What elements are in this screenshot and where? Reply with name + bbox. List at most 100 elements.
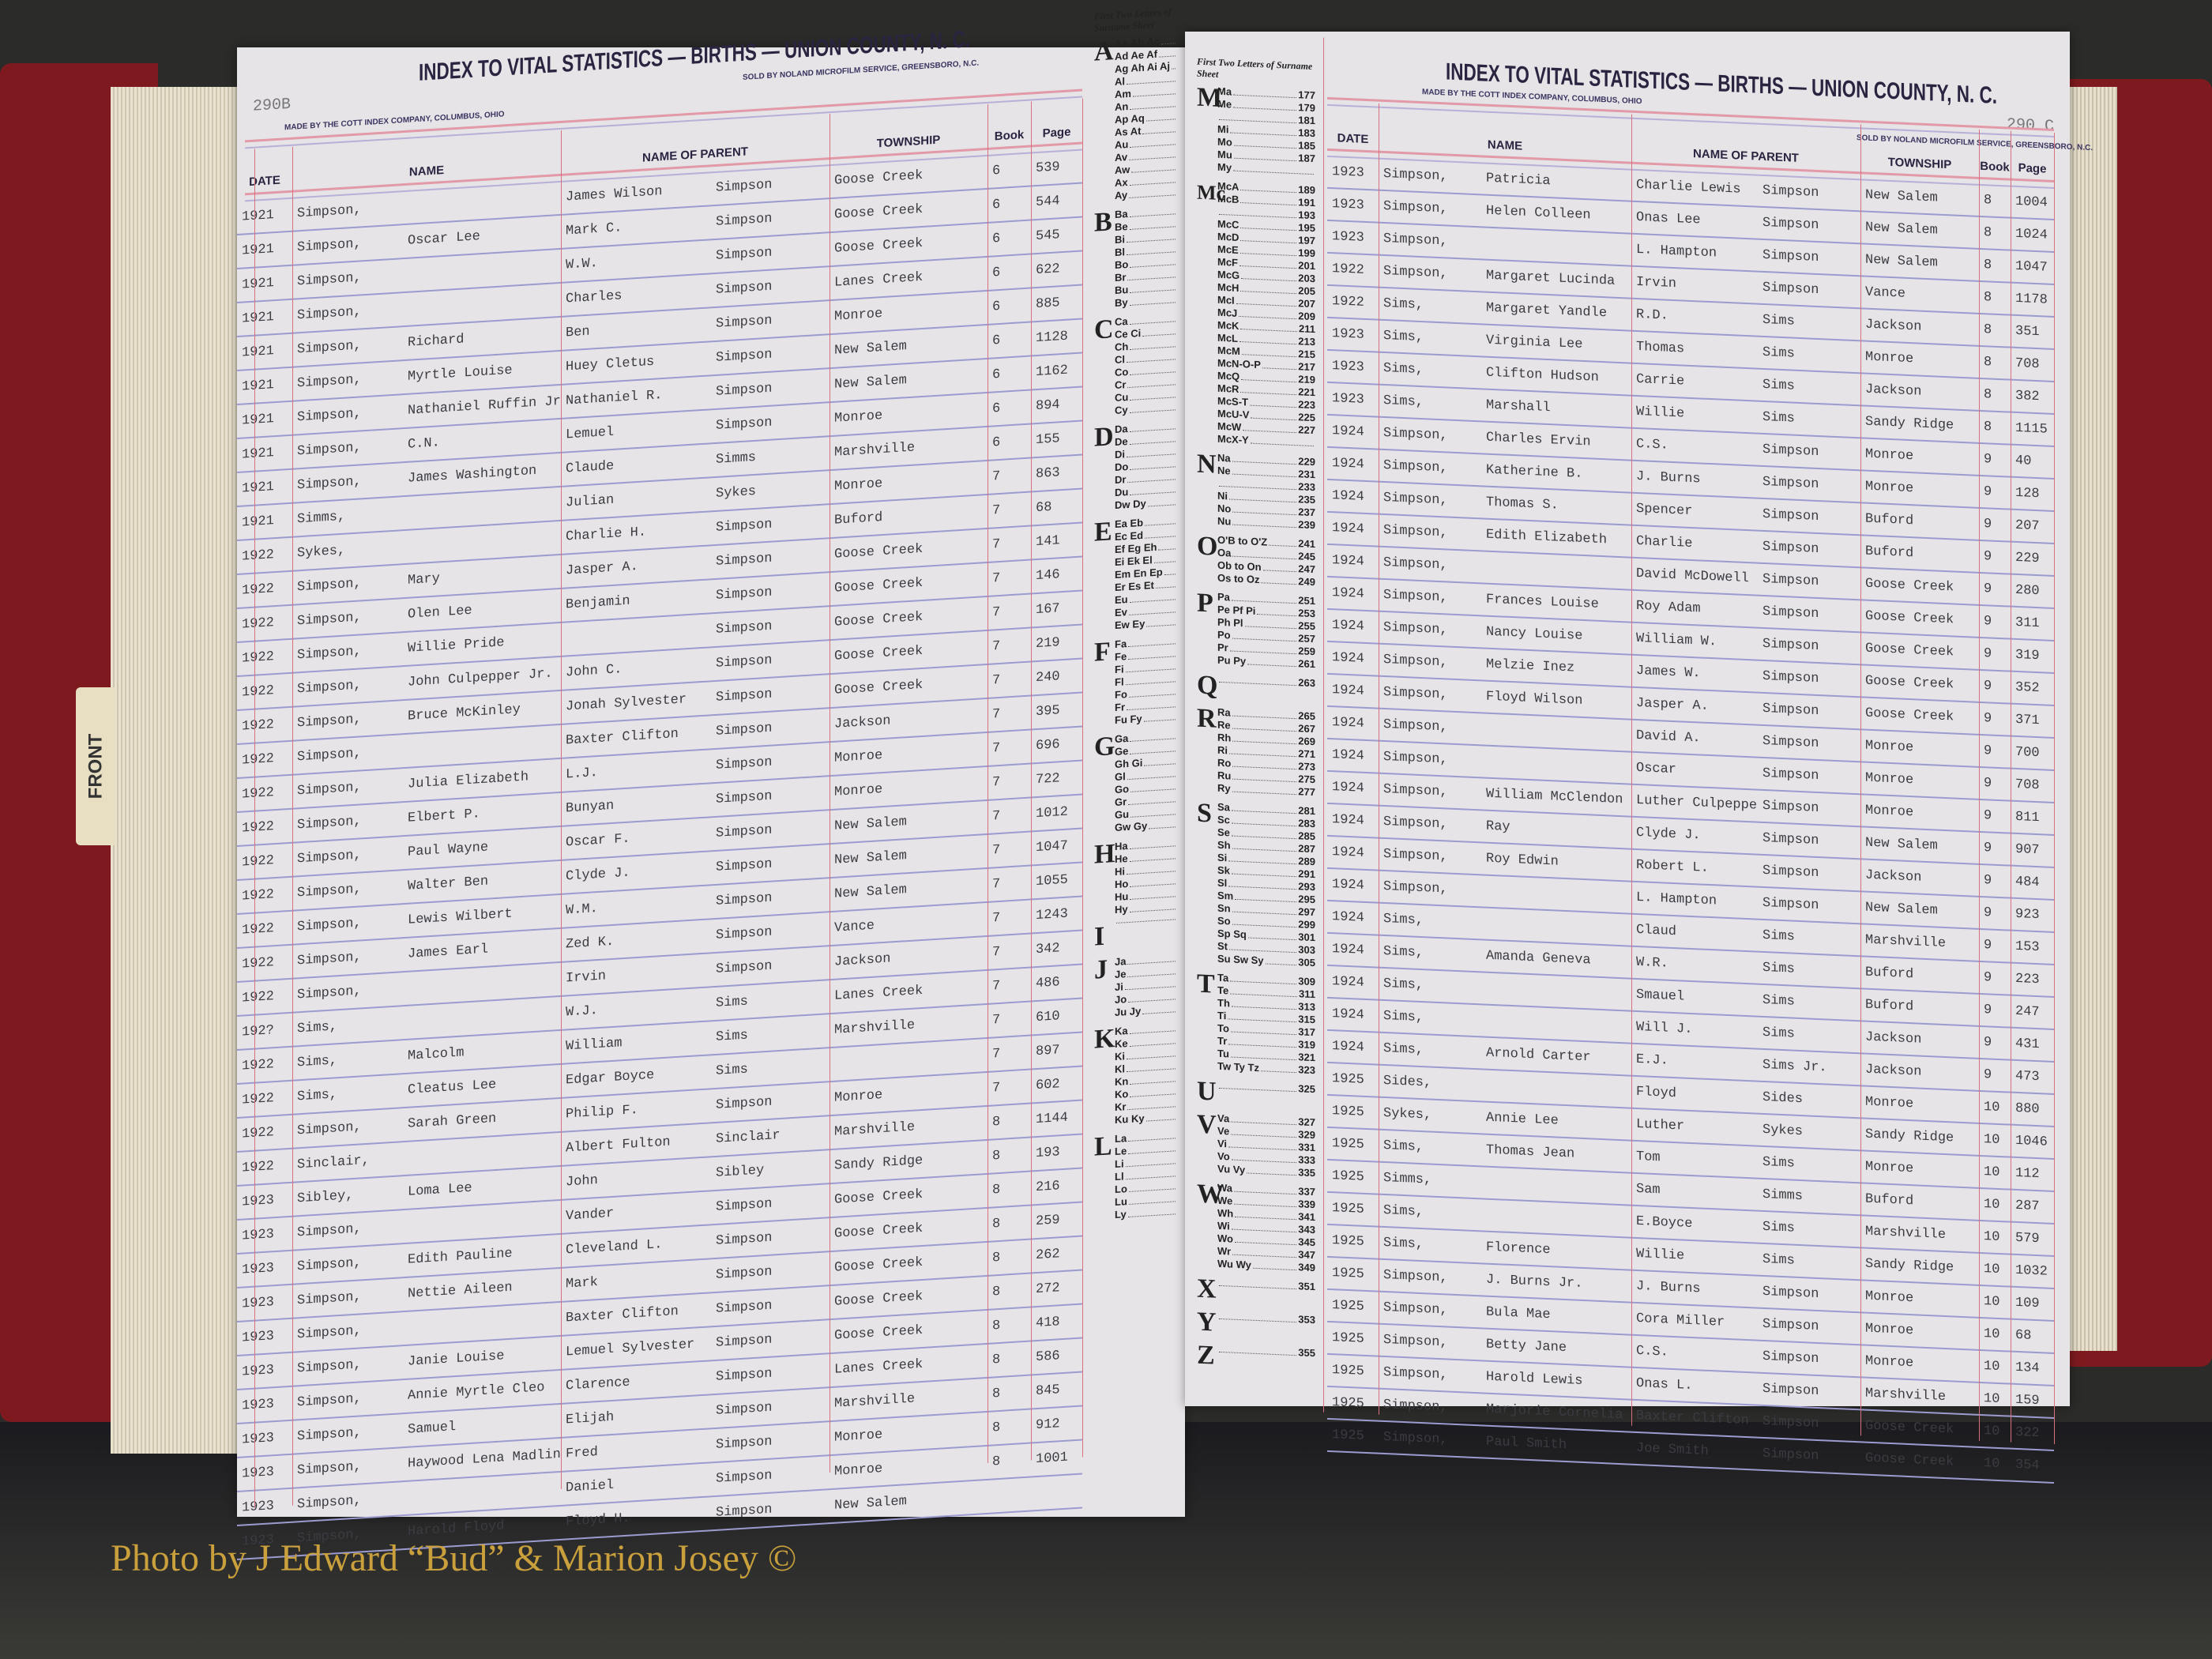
index-group: Q 263	[1197, 671, 1315, 705]
front-tab[interactable]: FRONT	[76, 687, 115, 845]
cell-book: 9	[1984, 1035, 1992, 1051]
index-letter: O	[1197, 531, 1218, 562]
leader-dots	[1130, 363, 1176, 375]
cell-page: 354	[2015, 1457, 2040, 1474]
cell-book: 8	[1984, 322, 1992, 338]
cell-parent-name: J. Burns	[1636, 1278, 1701, 1297]
leader-dots	[1233, 149, 1297, 162]
index-sheet: 303	[1298, 943, 1315, 957]
cell-page: 146	[1036, 567, 1060, 585]
index-key: Sh	[1217, 838, 1231, 852]
cell-parent-surname: Sims	[1762, 1251, 1795, 1269]
index-group: C Ca Ce Ci Ch Cl Co Cr Cu Cy	[1094, 312, 1177, 418]
cell-book: 7	[992, 672, 1001, 689]
cell-page: 159	[2015, 1392, 2040, 1409]
cell-surname: Simpson,	[1383, 522, 1448, 541]
cell-given-name: Patricia	[1486, 171, 1551, 190]
index-key: Ta	[1217, 971, 1229, 984]
index-entry: 263	[1217, 672, 1315, 690]
leader-dots	[1240, 333, 1297, 345]
cell-book: 8	[1984, 290, 1992, 306]
cell-given-name: Paul Smith	[1486, 1434, 1567, 1454]
cell-parent-name: Philip F.	[566, 1102, 638, 1123]
leader-dots	[1261, 574, 1297, 585]
cell-date: 1922	[242, 989, 274, 1006]
leader-dots	[1230, 1022, 1297, 1036]
index-sheet: 331	[1298, 1141, 1315, 1154]
index-letter: R	[1197, 703, 1217, 734]
cell-parent-surname: Simpson	[1762, 182, 1819, 201]
cell-book: 9	[1984, 1067, 1992, 1083]
cell-given-name: Melzie Inez	[1486, 656, 1575, 676]
index-key: McF	[1217, 255, 1238, 269]
cell-book: 9	[1984, 679, 1992, 694]
cell-surname: Sims,	[297, 1087, 338, 1105]
cell-book: 7	[992, 468, 1001, 485]
cell-book: 8	[992, 1148, 1001, 1164]
page-title: INDEX TO VITAL STATISTICS — BIRTHS — UNI…	[419, 26, 970, 86]
leader-dots	[1125, 1167, 1176, 1180]
cell-date: 1923	[1332, 326, 1364, 343]
index-key: Sa	[1217, 800, 1230, 814]
cell-page: 128	[2015, 485, 2040, 502]
cell-surname: Simpson,	[297, 1119, 362, 1139]
leader-dots	[1265, 954, 1297, 966]
cell-page: 153	[2015, 939, 2040, 956]
cell-parent-name: Floyd H.	[566, 1510, 630, 1530]
index-key: Lu	[1115, 1195, 1127, 1209]
cell-parent-name: Willie	[1636, 404, 1685, 422]
index-key: Ja	[1115, 955, 1127, 969]
cell-parent-name: Cora Miller	[1636, 1311, 1725, 1330]
index-sheet: 285	[1298, 830, 1315, 843]
index-sheet: 233	[1298, 480, 1315, 494]
cell-book: 9	[1984, 452, 1992, 468]
cell-parent-surname: Simpson	[1762, 668, 1819, 687]
cell-page: 1055	[1036, 872, 1068, 890]
cell-given-name: Annie Myrtle Cleo	[408, 1380, 545, 1404]
index-sheet: 291	[1298, 867, 1315, 881]
cell-parent-surname: Simpson	[716, 1264, 773, 1283]
cell-surname: Simpson,	[297, 270, 362, 290]
cell-date: 1924	[1332, 1006, 1364, 1023]
cell-township: Monroe	[1865, 1321, 1914, 1339]
cell-page: 229	[2015, 550, 2040, 567]
cell-page: 545	[1036, 228, 1060, 245]
cell-book: 8	[992, 1352, 1001, 1368]
index-key: Wu Wy	[1217, 1257, 1251, 1271]
index-entry: Gw Gy	[1115, 818, 1177, 834]
index-key: Cl	[1115, 353, 1125, 367]
index-key: Je	[1115, 968, 1127, 981]
cell-parent-name: W.M.	[566, 901, 598, 919]
cell-book: 8	[1984, 258, 1992, 273]
cell-page: 1243	[1036, 906, 1068, 924]
cell-parent-surname: Simpson	[1762, 701, 1819, 720]
index-header: First Two Letters of Surname Sheet	[1094, 6, 1172, 34]
cell-township: Goose Creek	[834, 609, 924, 630]
cell-township: Jackson	[1865, 1062, 1922, 1080]
leader-dots	[1127, 767, 1176, 781]
index-group: U 325	[1197, 1077, 1315, 1111]
cell-book: 9	[1984, 970, 1992, 986]
cell-township: Goose Creek	[834, 1221, 924, 1242]
cell-given-name: Nancy Louise	[1486, 624, 1583, 644]
index-key: Na	[1217, 451, 1231, 465]
index-key: Ra	[1217, 705, 1231, 719]
cell-page: 155	[1036, 431, 1060, 449]
cell-surname: Simpson,	[297, 1459, 362, 1479]
cell-parent-surname: Simpson	[716, 653, 773, 672]
cell-book: 9	[1984, 711, 1992, 727]
index-letter: C	[1094, 314, 1114, 345]
cell-page: 1004	[2015, 194, 2048, 211]
index-group: G Ga Ge Gh Gi Gl Go Gr Gu Gw Gy	[1094, 729, 1177, 835]
index-key: McK	[1217, 318, 1240, 332]
cell-surname: Simpson,	[1383, 1332, 1448, 1351]
leader-dots	[1232, 515, 1297, 529]
cell-page: 885	[1036, 295, 1060, 313]
index-key: Kl	[1115, 1063, 1125, 1076]
cell-parent-surname: Simpson	[716, 415, 773, 434]
photo-credit: Photo by J Edward “Bud” & Marion Josey ©	[111, 1537, 797, 1579]
cell-page: 68	[1036, 499, 1052, 517]
cell-book: 10	[1984, 1456, 2000, 1473]
cell-date: 1922	[1332, 261, 1364, 278]
ledger-table: 1923 Simpson, Patricia Charlie Lewis Simpson…	[1327, 156, 2054, 1484]
